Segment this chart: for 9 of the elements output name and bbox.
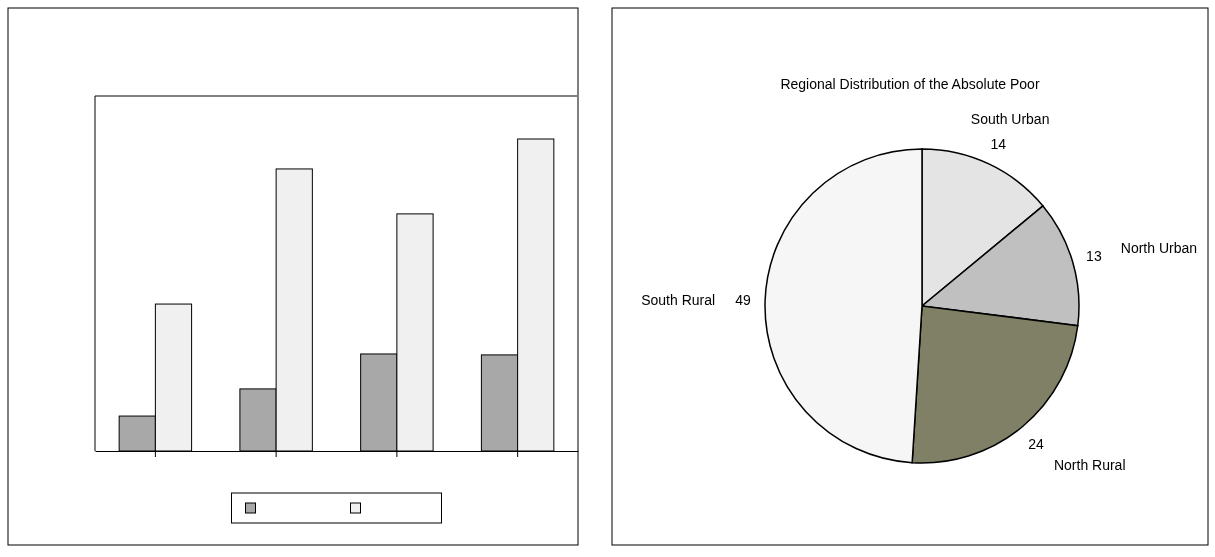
slice-label: North Urban: [1120, 240, 1198, 257]
data-label: 13: [1086, 248, 1102, 265]
data-label: 14: [990, 136, 1007, 153]
chart-title: Regional Distribution of the Absolute Poor: [780, 76, 1040, 92]
slice-label: South Urban: [970, 110, 1050, 127]
slice-label: North Rural: [1053, 457, 1126, 474]
data-label: 24: [1028, 435, 1045, 452]
data-label: 49: [735, 292, 752, 309]
slice-label: South Rural: [641, 291, 716, 308]
